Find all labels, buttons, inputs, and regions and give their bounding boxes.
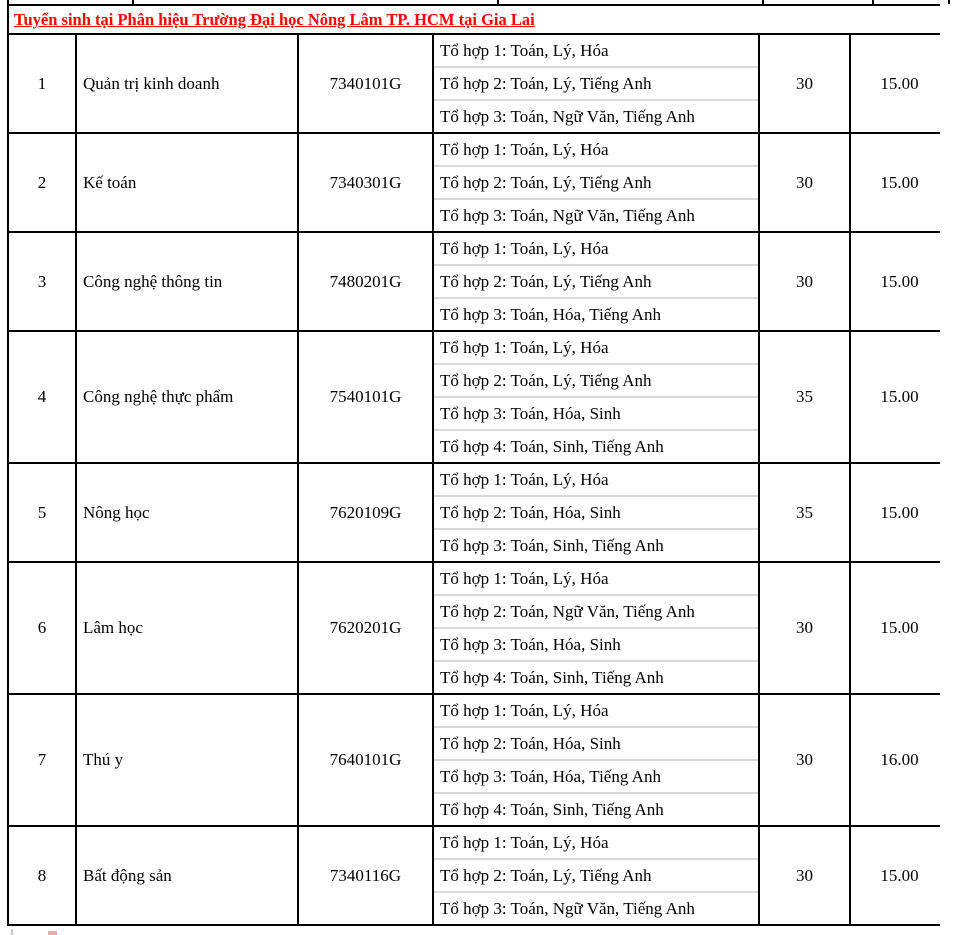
quota-value: 30: [760, 134, 849, 231]
row-number: 8: [9, 827, 75, 924]
combo-item: Tổ hợp 2: Toán, Lý, Tiếng Anh: [434, 165, 758, 198]
major-name: Công nghệ thực phẩm: [77, 332, 297, 462]
score-value: 15.00: [851, 464, 948, 561]
major-code: 7480201G: [299, 233, 432, 330]
major-name: Bất động sản: [77, 827, 297, 924]
row-number: 7: [9, 695, 75, 825]
score-value: 15.00: [851, 233, 948, 330]
quota-value: 30: [760, 563, 849, 693]
major-name: Kế toán: [77, 134, 297, 231]
score-value: 15.00: [851, 134, 948, 231]
admissions-table: Tuyển sinh tại Phân hiệu Trường Đại học …: [7, 4, 948, 926]
divider: [948, 0, 950, 4]
combos-cell: Tổ hợp 1: Toán, Lý, Hóa Tổ hợp 2: Toán, H…: [434, 695, 758, 825]
row-number: 4: [9, 332, 75, 462]
combo-item: Tổ hợp 1: Toán, Lý, Hóa: [434, 35, 758, 66]
row-number: 1: [9, 35, 75, 132]
divider: [762, 0, 764, 4]
major-name: Quản trị kinh doanh: [77, 35, 297, 132]
combo-item: Tổ hợp 1: Toán, Lý, Hóa: [434, 134, 758, 165]
divider: [7, 0, 9, 4]
major-name: Nông học: [77, 464, 297, 561]
combo-item: Tổ hợp 3: Toán, Ngữ Văn, Tiếng Anh: [434, 198, 758, 231]
combo-item: Tổ hợp 3: Toán, Hóa, Sinh: [434, 627, 758, 660]
divider: [497, 0, 499, 4]
major-name: Lâm học: [77, 563, 297, 693]
major-code: 7640101G: [299, 695, 432, 825]
previous-table-fragment: [7, 0, 950, 4]
quota-value: 30: [760, 827, 849, 924]
row-number: 3: [9, 233, 75, 330]
combos-cell: Tổ hợp 1: Toán, Lý, Hóa Tổ hợp 2: Toán, L…: [434, 827, 758, 924]
combo-item: Tổ hợp 1: Toán, Lý, Hóa: [434, 827, 758, 858]
combo-item: Tổ hợp 2: Toán, Lý, Tiếng Anh: [434, 264, 758, 297]
table-section-title: Tuyển sinh tại Phân hiệu Trường Đại học …: [9, 6, 948, 33]
score-value: 15.00: [851, 332, 948, 462]
quota-value: 30: [760, 35, 849, 132]
row-number: 5: [9, 464, 75, 561]
major-name: Công nghệ thông tin: [77, 233, 297, 330]
combo-item: Tổ hợp 3: Toán, Hóa, Tiếng Anh: [434, 759, 758, 792]
combo-item: Tổ hợp 3: Toán, Ngữ Văn, Tiếng Anh: [434, 891, 758, 924]
combo-item: Tổ hợp 2: Toán, Hóa, Sinh: [434, 495, 758, 528]
major-code: 7340101G: [299, 35, 432, 132]
combo-item: Tổ hợp 2: Toán, Ngữ Văn, Tiếng Anh: [434, 594, 758, 627]
combo-item: Tổ hợp 3: Toán, Hóa, Tiếng Anh: [434, 297, 758, 330]
quota-value: 35: [760, 332, 849, 462]
score-value: 16.00: [851, 695, 948, 825]
major-code: 7540101G: [299, 332, 432, 462]
row-number: 6: [9, 563, 75, 693]
next-section-title-fragment: [48, 931, 57, 935]
combo-item: Tổ hợp 1: Toán, Lý, Hóa: [434, 464, 758, 495]
quota-value: 30: [760, 233, 849, 330]
combo-item: Tổ hợp 4: Toán, Sinh, Tiếng Anh: [434, 429, 758, 462]
major-code: 7620201G: [299, 563, 432, 693]
combo-item: Tổ hợp 2: Toán, Lý, Tiếng Anh: [434, 858, 758, 891]
combo-item: Tổ hợp 2: Toán, Lý, Tiếng Anh: [434, 66, 758, 99]
combos-cell: Tổ hợp 1: Toán, Lý, Hóa Tổ hợp 2: Toán, L…: [434, 134, 758, 231]
combo-item: Tổ hợp 4: Toán, Sinh, Tiếng Anh: [434, 792, 758, 825]
combo-item: Tổ hợp 3: Toán, Sinh, Tiếng Anh: [434, 528, 758, 561]
combos-cell: Tổ hợp 1: Toán, Lý, Hóa Tổ hợp 2: Toán, H…: [434, 464, 758, 561]
combos-cell: Tổ hợp 1: Toán, Lý, Hóa Tổ hợp 2: Toán, L…: [434, 332, 758, 462]
quota-value: 30: [760, 695, 849, 825]
major-code: 7620109G: [299, 464, 432, 561]
combo-item: Tổ hợp 1: Toán, Lý, Hóa: [434, 563, 758, 594]
combo-item: Tổ hợp 2: Toán, Lý, Tiếng Anh: [434, 363, 758, 396]
combo-item: Tổ hợp 1: Toán, Lý, Hóa: [434, 332, 758, 363]
score-value: 15.00: [851, 827, 948, 924]
row-number: 2: [9, 134, 75, 231]
combo-item: Tổ hợp 2: Toán, Hóa, Sinh: [434, 726, 758, 759]
score-value: 15.00: [851, 563, 948, 693]
divider: [132, 0, 134, 4]
major-name: Thú y: [77, 695, 297, 825]
major-code: 7340116G: [299, 827, 432, 924]
combos-cell: Tổ hợp 1: Toán, Lý, Hóa Tổ hợp 2: Toán, L…: [434, 35, 758, 132]
combo-item: Tổ hợp 1: Toán, Lý, Hóa: [434, 233, 758, 264]
combo-item: Tổ hợp 4: Toán, Sinh, Tiếng Anh: [434, 660, 758, 693]
combo-item: Tổ hợp 3: Toán, Ngữ Văn, Tiếng Anh: [434, 99, 758, 132]
combos-cell: Tổ hợp 1: Toán, Lý, Hóa Tổ hợp 2: Toán, L…: [434, 233, 758, 330]
combo-item: Tổ hợp 1: Toán, Lý, Hóa: [434, 695, 758, 726]
combo-item: Tổ hợp 3: Toán, Hóa, Sinh: [434, 396, 758, 429]
combos-cell: Tổ hợp 1: Toán, Lý, Hóa Tổ hợp 2: Toán, N…: [434, 563, 758, 693]
quota-value: 35: [760, 464, 849, 561]
major-code: 7340301G: [299, 134, 432, 231]
score-value: 15.00: [851, 35, 948, 132]
divider: [872, 0, 874, 4]
next-section-fragment: [11, 929, 13, 935]
